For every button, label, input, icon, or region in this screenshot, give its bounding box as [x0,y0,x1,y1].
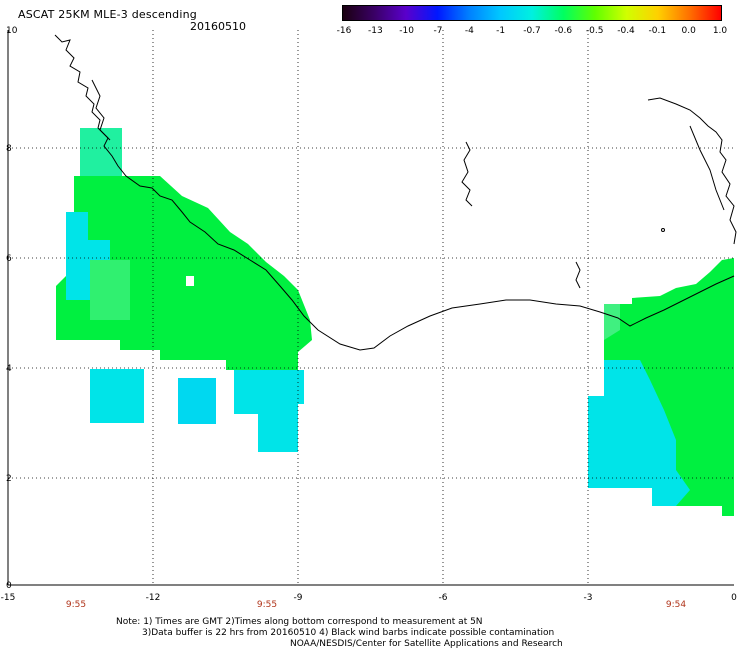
cyan-box-2 [178,378,216,424]
x-tick-label: -6 [439,593,448,603]
x-tick-label: -3 [584,593,593,603]
color-scale-label: -0.4 [617,26,635,36]
note-line-3: NOAA/NESDIS/Center for Satellite Applica… [290,639,563,649]
color-scale-label: -4 [464,26,474,36]
island-right [575,261,581,289]
color-scale-label: 0.0 [681,26,696,36]
color-scale-label: -0.1 [648,26,667,36]
coastline-north-detail [91,79,111,141]
x-tick-label: 0 [731,593,737,603]
coastline-east [647,97,737,245]
map-date: 20160510 [190,20,246,33]
note-line-2: 3)Data buffer is 22 hrs from 20160510 4)… [142,628,555,638]
x-tick-label: -12 [146,593,161,603]
time-label-right: 9:54 [665,600,687,610]
y-tick-label: 10 [6,26,18,36]
color-scale-label: -1 [496,26,506,36]
y-tick-label: 2 [6,474,12,484]
y-tick-label: 0 [6,581,12,591]
coastline-east-detail [689,125,725,211]
cyan-box-1 [90,369,144,423]
island-center [461,141,473,207]
left-swath-green [56,128,312,404]
y-tick-label: 4 [6,364,12,374]
color-scale-label: -0.5 [585,26,604,36]
data-swaths [56,128,734,516]
cyan-box-3 [234,370,304,452]
x-tick-label: -9 [294,593,303,603]
coastline-west [54,34,735,351]
color-scale-label: -16 [336,26,352,36]
color-scale-label: -13 [367,26,383,36]
right-swath-cyan [588,360,690,506]
left-swath-mint-patch [80,128,122,176]
left-swath-gap [186,276,194,286]
plot-frame [7,30,734,586]
y-tick-label: 6 [6,254,12,264]
note-line-1: Note: 1) Times are GMT 2)Times along bot… [116,617,483,627]
time-label-left: 9:55 [65,600,87,610]
axis-tick-labels: -15 -12 -9 -6 -3 0 0 2 4 6 8 10 [1,26,737,603]
map-title: ASCAT 25KM MLE-3 descending [18,8,197,21]
coastline [54,34,737,351]
color-scale-label: -7 [433,26,443,36]
lat-lon-grid [8,30,734,585]
color-scale-label: 1.0 [712,26,728,36]
island-dot [661,228,665,232]
color-scale-label: -0.6 [554,26,573,36]
color-scale-label: -10 [399,26,415,36]
color-scale-bar [342,5,722,21]
color-scale-label: -0.7 [523,26,541,36]
time-label-middle: 9:55 [256,600,278,610]
y-tick-label: 8 [6,144,12,154]
right-swath-edge [604,304,620,340]
x-tick-label: -15 [1,593,16,603]
left-swath-light-patch [90,260,130,320]
